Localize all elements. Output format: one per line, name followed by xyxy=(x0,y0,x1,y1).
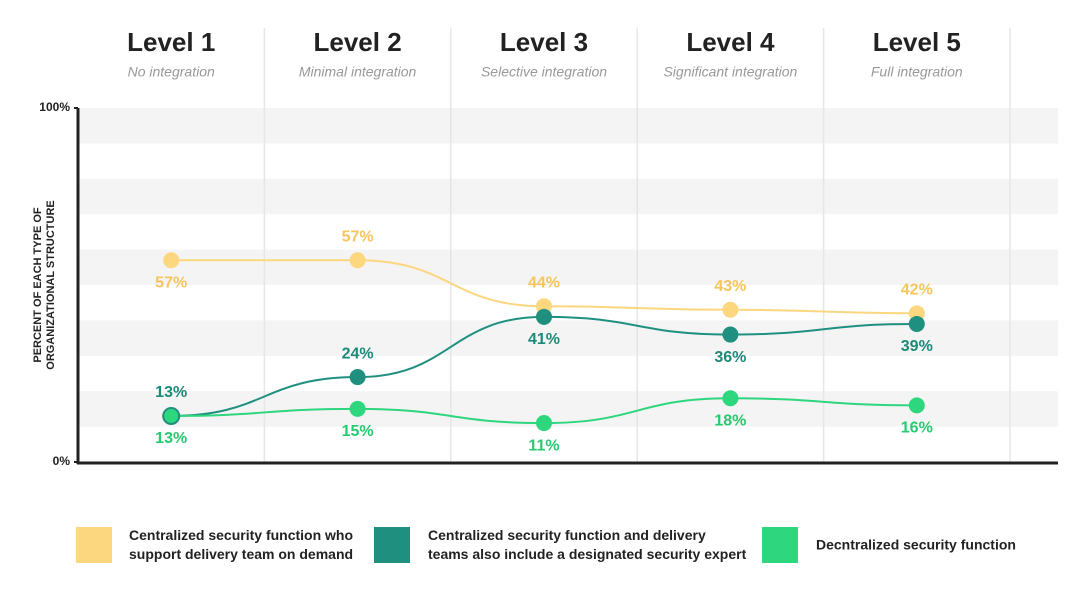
data-label: 18% xyxy=(714,412,746,429)
data-label: 15% xyxy=(342,423,374,440)
band xyxy=(78,178,1058,215)
point xyxy=(536,308,552,325)
column-title: Level 1 xyxy=(127,27,215,57)
data-label: 16% xyxy=(901,420,933,437)
data-label: 36% xyxy=(714,349,746,366)
column-subtitle: Minimal integration xyxy=(299,64,417,80)
point xyxy=(722,301,739,318)
column-subtitle: Selective integration xyxy=(481,64,607,80)
point xyxy=(536,415,552,432)
legend-label: Centralized security function and delive… xyxy=(428,527,747,562)
point xyxy=(163,252,180,269)
column-subtitle: No integration xyxy=(128,64,215,80)
point xyxy=(349,369,366,386)
data-label: 57% xyxy=(155,274,187,291)
data-label: 43% xyxy=(714,278,746,295)
column-title: Level 4 xyxy=(686,27,775,57)
y-axis-label-line: ORGANIZATIONAL STRUCTURE xyxy=(45,200,57,369)
y-axis-label: PERCENT OF EACH TYPE OFORGANIZATIONAL ST… xyxy=(32,200,57,369)
data-label: 24% xyxy=(342,345,374,362)
legend-swatch xyxy=(76,527,112,563)
column-title: Level 3 xyxy=(500,27,588,57)
y-tick-label: 100% xyxy=(39,100,70,114)
data-label: 42% xyxy=(901,282,933,299)
y-tick-label: 0% xyxy=(53,454,71,468)
point xyxy=(722,326,739,343)
column-title: Level 5 xyxy=(873,27,961,57)
data-label: 57% xyxy=(342,228,374,245)
band xyxy=(78,391,1058,427)
data-label: 11% xyxy=(528,437,559,454)
data-label: 41% xyxy=(528,331,560,348)
band xyxy=(78,320,1058,356)
legend-label: Centralized security function who suppor… xyxy=(129,527,354,562)
data-label: 13% xyxy=(155,430,187,447)
point xyxy=(908,397,925,414)
data-label: 13% xyxy=(155,384,187,401)
band xyxy=(78,249,1058,285)
column-subtitle: Significant integration xyxy=(663,64,797,80)
point xyxy=(349,400,366,417)
legend-swatch xyxy=(374,527,410,563)
point xyxy=(908,315,925,332)
column-subtitle: Full integration xyxy=(871,64,963,80)
point xyxy=(162,406,181,425)
column-title: Level 2 xyxy=(314,27,402,57)
point xyxy=(722,390,739,407)
band xyxy=(78,108,1058,144)
data-label: 39% xyxy=(901,338,933,355)
legend-label: Decntralized security function xyxy=(816,536,1016,553)
legend-swatch xyxy=(762,527,798,563)
y-axis-label-line: PERCENT OF EACH TYPE OF xyxy=(32,207,44,363)
point xyxy=(349,252,366,269)
data-label: 44% xyxy=(528,274,560,291)
